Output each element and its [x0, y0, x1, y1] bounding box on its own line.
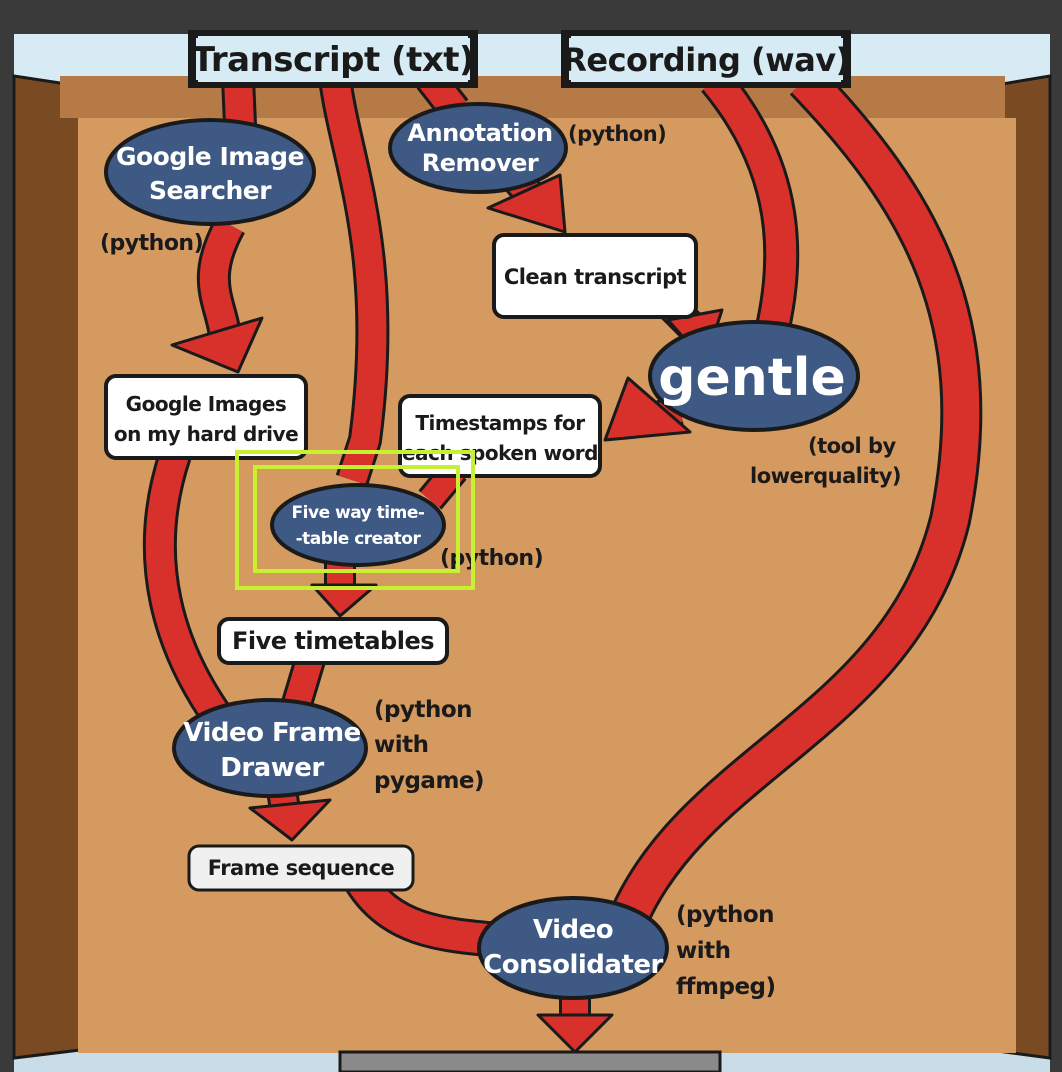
node-drawer-line1: Video Frame	[183, 718, 360, 748]
node-annotation-remover: Annotation Remover (python)	[388, 102, 667, 194]
node-fiveway-line1: Five way time-	[292, 503, 425, 523]
node-drawer-note2: with	[374, 732, 429, 758]
arrowhead-images	[170, 316, 264, 374]
node-timestamps: Timestamps for each spoken word	[398, 394, 602, 478]
node-frames-label: Frame sequence	[208, 856, 395, 880]
node-gentle-note2: lowerquality)	[750, 464, 901, 488]
node-annotation-note: (python)	[568, 122, 666, 146]
arrowhead-frames	[248, 798, 332, 842]
node-consolidater-note1: (python	[676, 902, 774, 928]
node-clean-transcript: Clean transcript	[492, 233, 698, 319]
input-recording-label: Recording (wav)	[562, 41, 850, 79]
node-clean-label: Clean transcript	[504, 265, 687, 289]
highlight-outer	[235, 450, 475, 590]
node-searcher-line2: Searcher	[149, 176, 272, 205]
node-drive-line1: Google Images	[126, 392, 287, 416]
node-gentle-label: gentle	[658, 348, 845, 408]
input-transcript-label: Transcript (txt)	[192, 40, 474, 80]
arrowhead-out	[536, 1013, 614, 1054]
arrowhead-clean	[486, 173, 567, 234]
node-gentle: gentle (tool by lowerquality)	[648, 320, 902, 488]
node-drawer-line2: Drawer	[220, 753, 324, 783]
flow-arrows	[142, 65, 983, 1015]
node-consolidater-note3: ffmpeg)	[676, 974, 776, 1000]
node-drawer-note1: (python	[374, 697, 472, 723]
arrowhead-timetables	[310, 583, 378, 618]
node-consolidater-note2: with	[676, 938, 731, 964]
node-consolidater-line1: Video	[533, 915, 613, 945]
node-fiveway-line2: -table creator	[296, 529, 422, 549]
node-consolidater-line2: Consolidater	[483, 950, 663, 980]
bottom-slot	[338, 1050, 722, 1072]
left-wall	[12, 74, 82, 1060]
node-annotation-line1: Annotation	[407, 119, 552, 147]
node-timestamps-line1: Timestamps for	[415, 411, 585, 435]
node-searcher-line1: Google Image	[116, 142, 304, 171]
node-frame-sequence: Frame sequence	[187, 844, 415, 892]
node-video-consolidater: Video Consolidater (python with ffmpeg)	[477, 896, 776, 1000]
node-drawer-note3: pygame)	[374, 768, 484, 794]
highlight-inner	[253, 465, 460, 573]
node-five-timetables: Five timetables	[217, 617, 449, 665]
node-searcher-note: (python)	[100, 231, 203, 256]
node-google-images-drive: Google Images on my hard drive	[104, 374, 308, 460]
node-timetables-label: Five timetables	[232, 627, 434, 655]
node-drive-line2: on my hard drive	[114, 422, 298, 446]
node-gentle-note1: (tool by	[808, 434, 897, 458]
input-recording: Recording (wav)	[561, 30, 851, 88]
arrowhead-timestamps	[603, 376, 692, 442]
node-video-frame-drawer: Video Frame Drawer (python with pygame)	[172, 697, 485, 798]
input-transcript: Transcript (txt)	[188, 30, 478, 88]
node-google-image-searcher: Google Image Searcher (python)	[100, 118, 316, 256]
node-fiveway-note: (python)	[440, 546, 543, 571]
node-annotation-line2: Remover	[422, 149, 539, 177]
